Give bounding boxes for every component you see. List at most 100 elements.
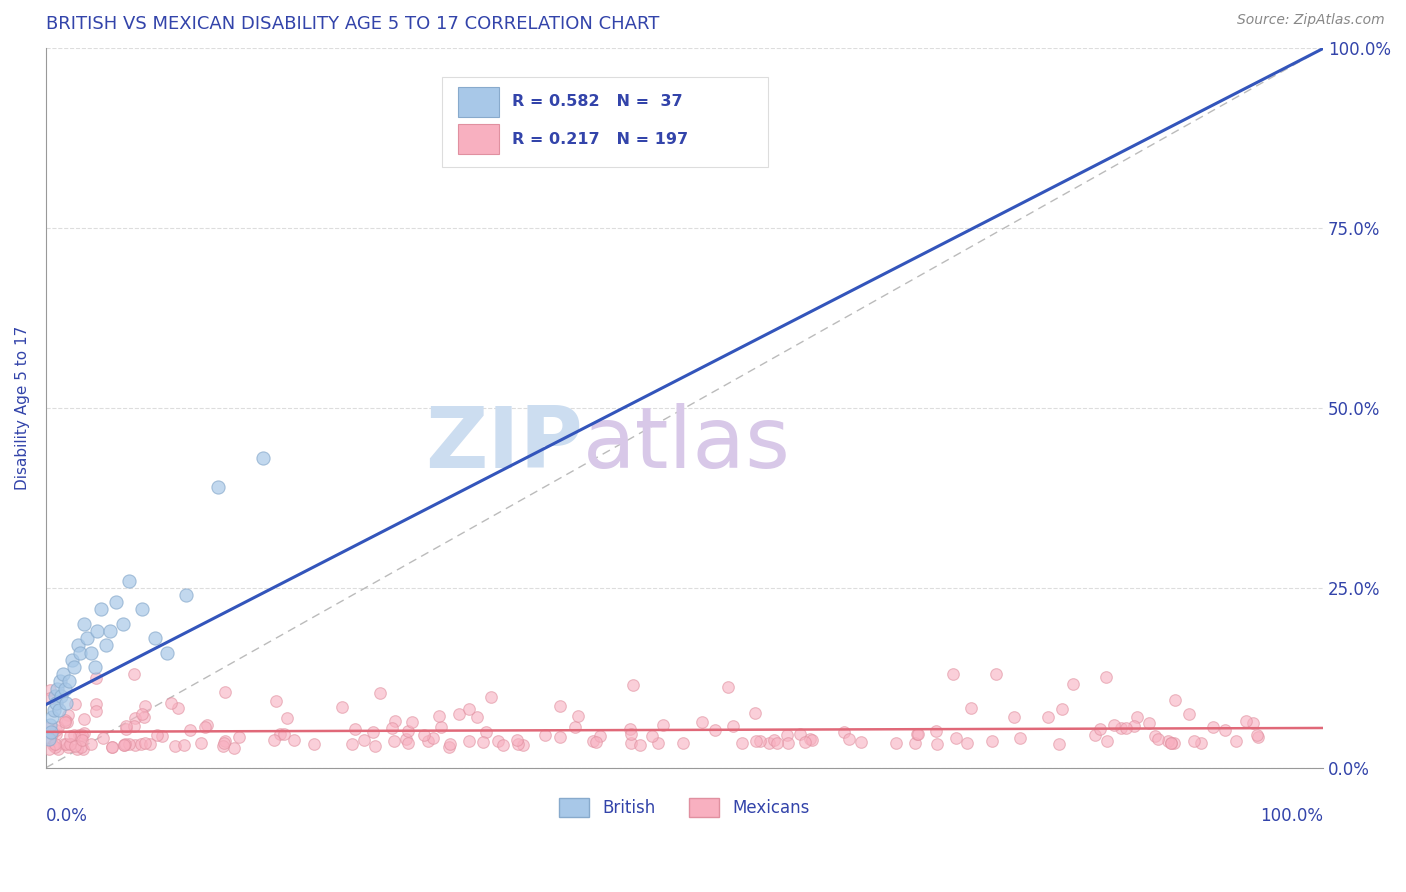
Point: [458, 702, 481, 716]
Point: [1164, 693, 1187, 707]
Point: [589, 729, 612, 743]
Point: [1246, 728, 1268, 742]
Point: [79, 646, 101, 660]
Point: [45, 696, 67, 710]
Point: [45, 723, 67, 738]
Point: [49, 674, 72, 689]
Point: [263, 732, 285, 747]
Point: [395, 731, 418, 746]
Point: [641, 729, 664, 743]
Point: [789, 727, 811, 741]
Point: [1126, 710, 1149, 724]
Point: [1189, 736, 1212, 750]
Point: [800, 733, 823, 747]
Point: [980, 734, 1002, 748]
Point: [368, 686, 391, 700]
Point: [124, 739, 146, 753]
Point: [86, 624, 108, 638]
Point: [418, 733, 440, 747]
Point: [72, 713, 94, 727]
Point: [53, 715, 76, 730]
Point: [83, 660, 105, 674]
Point: [52, 737, 75, 751]
Point: [70, 730, 93, 744]
Point: [1202, 720, 1225, 734]
Point: [55, 737, 77, 751]
Text: atlas: atlas: [582, 402, 790, 485]
Point: [430, 720, 453, 734]
Point: [582, 734, 605, 748]
Point: [38, 741, 60, 756]
Point: [1090, 722, 1112, 736]
Point: [73, 616, 96, 631]
Legend: British, Mexicans: British, Mexicans: [553, 791, 817, 824]
Point: [907, 727, 929, 741]
Point: [904, 736, 927, 750]
Point: [1047, 737, 1070, 751]
Point: [1157, 734, 1180, 748]
Point: [38, 721, 60, 735]
Point: [959, 701, 981, 715]
Point: [69, 646, 91, 660]
Point: [59, 729, 82, 743]
Point: [167, 701, 190, 715]
Point: [1008, 731, 1031, 746]
Point: [793, 735, 815, 749]
Point: [101, 740, 124, 755]
Point: [67, 728, 90, 742]
Point: [758, 736, 780, 750]
Point: [122, 667, 145, 681]
Point: [214, 736, 236, 750]
Point: [72, 741, 94, 756]
Point: [628, 738, 651, 752]
Point: [413, 729, 436, 743]
Point: [134, 698, 156, 713]
Point: [361, 725, 384, 739]
Point: [512, 739, 534, 753]
Point: [222, 741, 245, 756]
Point: [1160, 736, 1182, 750]
Point: [766, 736, 789, 750]
Point: [1115, 721, 1137, 735]
Point: [42, 738, 65, 752]
Point: [832, 725, 855, 739]
Point: [1143, 729, 1166, 743]
Point: [118, 574, 141, 588]
Point: [111, 616, 134, 631]
Point: [214, 685, 236, 699]
Point: [48, 703, 70, 717]
Point: [63, 739, 86, 753]
Point: [1095, 733, 1118, 747]
Point: [73, 726, 96, 740]
Point: [838, 731, 860, 746]
Point: [105, 595, 128, 609]
Point: [492, 738, 515, 752]
Point: [38, 717, 60, 731]
Point: [449, 706, 471, 721]
Point: [39, 724, 62, 739]
Point: [302, 737, 325, 751]
Point: [437, 739, 460, 754]
Point: [647, 736, 669, 750]
Point: [744, 733, 766, 747]
Point: [1163, 736, 1185, 750]
Point: [429, 709, 451, 723]
Text: 0.0%: 0.0%: [46, 807, 87, 825]
Point: [506, 733, 529, 747]
Point: [76, 632, 98, 646]
Point: [179, 723, 201, 737]
Point: [46, 681, 69, 696]
Point: [45, 727, 67, 741]
Text: BRITISH VS MEXICAN DISABILITY AGE 5 TO 17 CORRELATION CHART: BRITISH VS MEXICAN DISABILITY AGE 5 TO 1…: [46, 15, 659, 33]
Point: [80, 737, 103, 751]
Point: [731, 736, 754, 750]
Point: [134, 736, 156, 750]
Point: [51, 689, 73, 703]
Point: [763, 733, 786, 747]
Point: [396, 736, 419, 750]
Point: [353, 732, 375, 747]
Point: [100, 740, 122, 755]
Point: [749, 734, 772, 748]
Point: [70, 739, 93, 754]
Point: [458, 734, 481, 748]
